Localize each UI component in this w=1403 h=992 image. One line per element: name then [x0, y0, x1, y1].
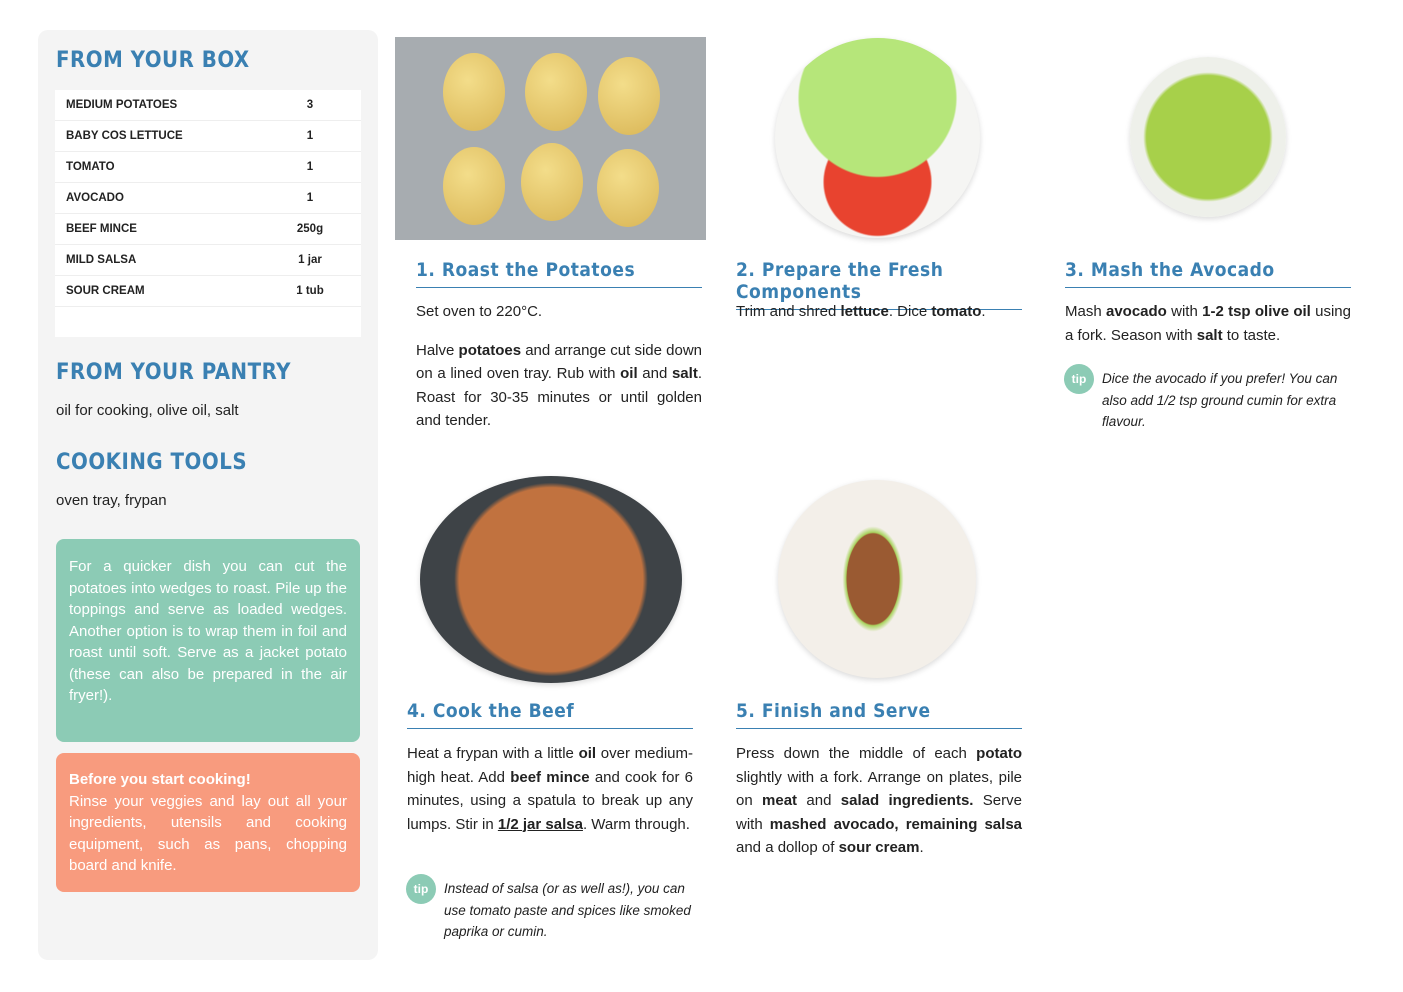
text: and a dollop of	[736, 839, 839, 856]
text: using a fork. Season with	[1065, 303, 1351, 344]
mashed-avocado-photo	[1130, 57, 1286, 217]
text: Serve with	[736, 792, 1022, 833]
bold-text: mashed avocado, remaining salsa	[769, 815, 1023, 833]
text: Heat a frypan with a little	[407, 745, 579, 762]
text: Halve	[416, 341, 459, 359]
instruction-paragraph: Trim and shred lettuce. Dice tomato.	[736, 300, 1022, 324]
salad-photo	[775, 38, 980, 238]
roast-potatoes-photo	[395, 37, 706, 240]
text: Set oven to 220°C.	[416, 303, 543, 320]
ingredients-table: MEDIUM POTATOES 3 BABY COS LETTUCE 1 TOMATO 1…	[55, 90, 361, 337]
text: .	[981, 303, 986, 320]
text: with	[1166, 303, 1203, 320]
text: and	[637, 365, 672, 382]
text: slightly with a fork. Arrange on plates,…	[736, 768, 1022, 810]
ingredient-row: MILD SALSA 1 jar	[55, 244, 361, 276]
bold-text: tomato	[931, 303, 982, 320]
bold-text: 1/2 jar salsa	[497, 815, 583, 833]
ingredient-row: MEDIUM POTATOES 3	[55, 90, 361, 121]
bold-text: sour cream	[838, 839, 920, 856]
ingredient-row: BABY COS LETTUCE 1	[55, 120, 361, 152]
ingredient-qty: 250g	[259, 213, 361, 245]
text: and arrange cut side down on a lined ove…	[416, 341, 702, 383]
bold-text: oil	[620, 365, 638, 382]
ingredient-name: TOMATO	[55, 151, 259, 183]
step-1-instructions: Set oven to 220°C. Halve potatoes and arr…	[416, 300, 702, 448]
sidebar-panel: FROM YOUR BOX MEDIUM POTATOES 3 BABY COS L…	[38, 30, 378, 960]
bold-text: beef mince	[510, 768, 590, 786]
instruction-paragraph: Set oven to 220°C.	[416, 300, 702, 324]
cooking-tools-heading: COOKING TOOLS	[56, 450, 248, 475]
text: .	[919, 839, 924, 856]
before-cooking-card: Before you start cooking! Rinse your veg…	[56, 753, 360, 892]
ingredient-qty: 1 tub	[259, 275, 361, 307]
step-1-title: 1. Roast the Potatoes	[416, 259, 702, 288]
ingredient-qty: 1 jar	[259, 244, 361, 276]
bold-text: potatoes	[458, 341, 522, 359]
bold-text: 1-2 tsp olive oil	[1202, 303, 1311, 320]
ingredient-name: SOUR CREAM	[55, 275, 259, 307]
text: and cook for 6 minutes, using a spatula …	[407, 768, 693, 833]
ingredient-row: BEEF MINCE 250g	[55, 213, 361, 245]
step-2-title: 2. Prepare the Fresh Components	[736, 259, 1022, 310]
before-cooking-text: Rinse your veggies and lay out all your …	[69, 792, 347, 875]
instruction-paragraph: Press down the middle of each potato sli…	[736, 742, 1022, 860]
tip-badge-icon: tip	[406, 874, 436, 904]
cooked-beef-photo	[420, 476, 682, 683]
ingredient-qty: 1	[259, 182, 361, 214]
step-4-instructions: Heat a frypan with a little oil over med…	[407, 742, 693, 851]
ingredient-row: SOUR CREAM 1 tub	[55, 275, 361, 307]
tip-badge-icon: tip	[1064, 364, 1094, 394]
from-your-box-heading: FROM YOUR BOX	[56, 48, 250, 73]
ingredient-name: MILD SALSA	[55, 244, 259, 276]
ingredient-row: TOMATO 1	[55, 151, 361, 183]
text: Press down the middle of each	[736, 745, 977, 762]
ingredient-qty: 1	[259, 151, 361, 183]
bold-text: salad ingredients.	[840, 792, 974, 809]
ingredient-name: BEEF MINCE	[55, 213, 259, 245]
bold-text: salt	[671, 365, 698, 382]
instruction-paragraph: Mash avocado with 1-2 tsp olive oil usin…	[1065, 300, 1351, 347]
bold-text: meat	[762, 792, 798, 809]
step-5-title: 5. Finish and Serve	[736, 700, 1022, 729]
step-4-tip: tip Instead of salsa (or as well as!), yo…	[406, 874, 699, 943]
bold-text: avocado	[1105, 303, 1167, 320]
step-3-instructions: Mash avocado with 1-2 tsp olive oil usin…	[1065, 300, 1351, 362]
ingredient-qty: 3	[259, 90, 361, 121]
served-potatoes-photo	[778, 480, 976, 678]
text: and	[797, 792, 841, 809]
bold-text: lettuce	[840, 303, 889, 320]
step-2-instructions: Trim and shred lettuce. Dice tomato.	[736, 300, 1022, 339]
tip-text: Dice the avocado if you prefer! You can …	[1102, 371, 1338, 429]
ingredient-row: AVOCADO 1	[55, 182, 361, 214]
pantry-text: oil for cooking, olive oil, salt	[56, 402, 239, 419]
pantry-heading: FROM YOUR PANTRY	[56, 360, 291, 385]
ingredient-name: AVOCADO	[55, 182, 259, 214]
text: Mash	[1065, 303, 1106, 320]
quick-tip-card: For a quicker dish you can cut the potat…	[56, 539, 360, 742]
instruction-paragraph: Halve potatoes and arrange cut side down…	[416, 339, 702, 433]
text: to taste.	[1222, 326, 1281, 344]
step-3-tip: tip Dice the avocado if you prefer! You c…	[1064, 364, 1342, 433]
tools-text: oven tray, frypan	[56, 492, 167, 509]
text: Trim and shred	[736, 303, 841, 320]
step-5-instructions: Press down the middle of each potato sli…	[736, 742, 1022, 875]
instruction-paragraph: Heat a frypan with a little oil over med…	[407, 742, 693, 836]
bold-text: oil	[578, 745, 597, 762]
step-4-title: 4. Cook the Beef	[407, 700, 693, 729]
text: . Warm through.	[582, 815, 690, 833]
ingredient-name: MEDIUM POTATOES	[55, 90, 259, 121]
bold-text: salt	[1196, 326, 1223, 344]
text: . Roast for 30-35 minutes or until golde…	[416, 365, 702, 429]
tip-text: Instead of salsa (or as well as!), you c…	[444, 881, 691, 939]
ingredient-qty: 1	[259, 120, 361, 152]
ingredient-name: BABY COS LETTUCE	[55, 120, 259, 152]
bold-text: potato	[976, 745, 1022, 762]
text: over medium-high heat. Add	[407, 745, 693, 786]
step-3-title: 3. Mash the Avocado	[1065, 259, 1351, 288]
before-cooking-title: Before you start cooking!	[69, 771, 251, 788]
text: . Dice	[888, 303, 932, 320]
